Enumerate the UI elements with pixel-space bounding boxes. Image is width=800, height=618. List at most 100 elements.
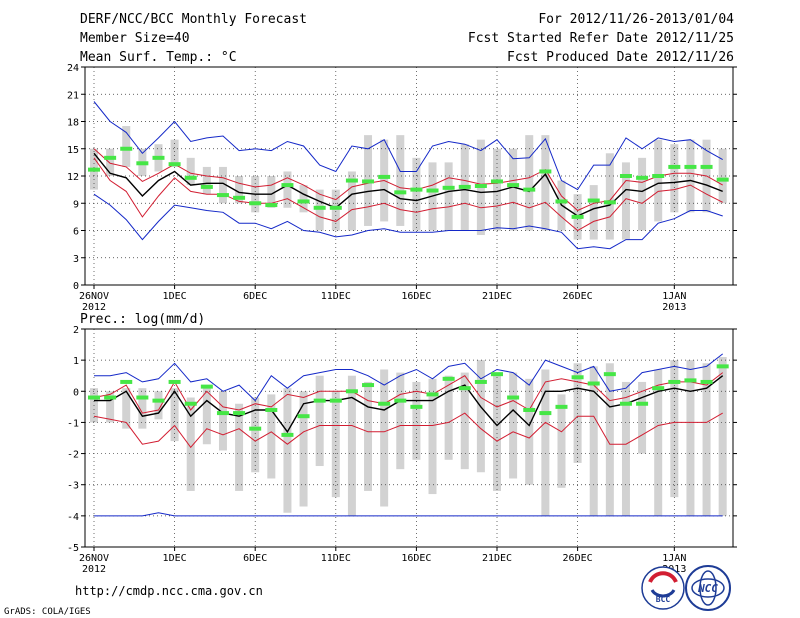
obs-marker-day-18 (362, 383, 375, 388)
series-ensemble-lower (93, 157, 723, 232)
x-tick-label-26nov: 26NOV (79, 553, 109, 564)
obs-marker-day-31 (571, 214, 584, 219)
obs-marker-day-20 (394, 398, 407, 403)
obs-marker-day-30 (555, 404, 568, 409)
obs-marker-day-26 (491, 179, 503, 184)
obs-marker-day-6 (168, 162, 181, 167)
obs-marker-day-27 (507, 395, 520, 400)
obs-marker-day-16 (329, 398, 342, 403)
range-bar-day-9 (218, 391, 227, 451)
range-bar-day-39 (702, 363, 711, 516)
obs-marker-day-25 (474, 379, 487, 384)
range-bar-day-29 (541, 369, 550, 516)
y-tick-label-2: 2 (73, 325, 79, 336)
range-bar-day-27 (509, 372, 518, 479)
obs-marker-day-4 (136, 161, 149, 166)
range-bar-day-2 (106, 391, 115, 423)
y-tick-label-1: 1 (73, 356, 79, 367)
obs-marker-day-24 (458, 184, 471, 189)
obs-marker-day-28 (523, 187, 536, 192)
ncc-logo-text: NCC (697, 582, 718, 595)
bcc-logo-text: BCC (656, 595, 671, 604)
range-bar-day-21 (412, 381, 421, 460)
range-bar-day-37 (670, 144, 679, 213)
obs-marker-day-17 (345, 178, 358, 183)
range-bar-day-35 (638, 381, 647, 454)
series-lower-spread (94, 512, 723, 517)
obs-marker-day-10 (233, 195, 246, 200)
range-bar-day-26 (493, 148, 501, 231)
obs-marker-day-13 (281, 432, 294, 437)
obs-marker-day-9 (216, 411, 229, 416)
obs-marker-day-18 (362, 179, 375, 184)
range-bar-day-12 (267, 176, 276, 208)
obs-marker-day-29 (539, 169, 552, 174)
y-tick-label-15: 15 (67, 145, 79, 156)
obs-marker-day-40 (716, 177, 729, 182)
obs-marker-day-2 (104, 395, 117, 400)
obs-marker-day-1 (88, 167, 100, 172)
obs-marker-day-8 (200, 184, 213, 189)
x-tick-label-11dec: 11DEC (321, 553, 351, 564)
x-tick-label-16dec: 16DEC (401, 291, 431, 302)
x-tick-label-11dec: 11DEC (321, 291, 351, 302)
range-bar-day-3 (122, 388, 131, 429)
range-bar-day-7 (186, 397, 195, 491)
y-tick-label-24: 24 (67, 63, 79, 74)
y-tick-label--4: -4 (67, 512, 79, 523)
range-bar-day-33 (605, 153, 614, 240)
y-tick-label--1: -1 (67, 418, 79, 429)
series-ensemble-lower (93, 412, 723, 449)
obs-marker-day-28 (523, 407, 536, 412)
y-tick-label-0: 0 (73, 281, 79, 292)
range-bar-day-32 (589, 185, 598, 240)
obs-marker-day-20 (394, 190, 407, 195)
range-bar-day-21 (412, 157, 421, 231)
range-bar-day-29 (541, 135, 550, 231)
range-bar-day-4 (138, 388, 147, 429)
obs-marker-day-7 (184, 175, 197, 180)
obs-marker-day-5 (152, 398, 165, 403)
ncc-logo: NCC (685, 565, 731, 611)
range-bar-day-28 (525, 378, 534, 485)
obs-marker-day-1 (88, 395, 100, 400)
range-bar-day-13 (283, 388, 292, 513)
bcc-logo: BCC (641, 566, 685, 610)
obs-marker-day-8 (200, 384, 213, 389)
obs-marker-day-40 (716, 364, 729, 369)
obs-marker-day-26 (491, 372, 503, 377)
obs-marker-day-33 (603, 200, 616, 205)
obs-marker-day-23 (442, 185, 455, 190)
range-bar-day-16 (331, 391, 340, 498)
member-size-label: Member Size=40 (80, 31, 190, 46)
obs-marker-day-22 (426, 188, 439, 193)
range-bar-day-13 (283, 171, 292, 208)
range-bar-day-9 (218, 166, 227, 204)
series-lower-spread (93, 193, 723, 250)
obs-marker-day-5 (152, 155, 165, 160)
x-tick-label-6dec: 6DEC (243, 553, 267, 564)
obs-marker-day-4 (136, 395, 149, 400)
range-bar-day-22 (428, 378, 437, 495)
range-bar-day-17 (347, 375, 356, 516)
obs-marker-day-7 (184, 401, 197, 406)
obs-marker-day-34 (619, 174, 632, 178)
obs-marker-day-38 (684, 164, 697, 169)
x-tick-label-1dec: 1DEC (163, 553, 187, 564)
y-tick-label-21: 21 (67, 90, 79, 101)
obs-marker-day-22 (426, 392, 439, 397)
series-ensemble-upper (93, 148, 723, 212)
obs-marker-day-21 (410, 187, 423, 192)
forecast-period: For 2012/11/26-2013/01/04 (538, 12, 734, 27)
x-tick-label-26nov: 26NOV (79, 291, 109, 302)
x-tick-label-26dec: 26DEC (563, 553, 593, 564)
range-bar-day-40 (718, 357, 727, 516)
obs-marker-day-11 (249, 426, 262, 431)
obs-marker-day-13 (281, 183, 294, 188)
obs-marker-day-3 (120, 146, 133, 151)
source-url[interactable]: http://cmdp.ncc.cma.gov.cn (75, 584, 263, 598)
range-bar-day-35 (638, 157, 647, 231)
obs-marker-day-10 (233, 411, 246, 416)
obs-marker-day-14 (297, 414, 310, 419)
y-tick-label-3: 3 (73, 254, 79, 265)
